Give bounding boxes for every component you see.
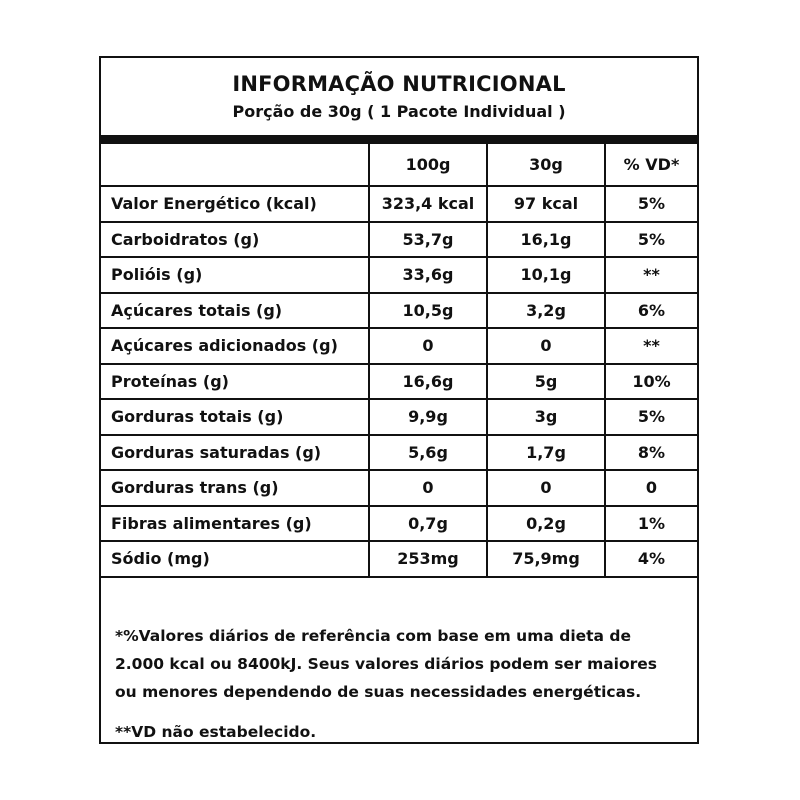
nutrient-value: 16,1g	[486, 220, 606, 258]
nutrient-value: 75,9mg	[486, 540, 606, 578]
table-row: Polióis (g) 33,6g 10,1g **	[101, 256, 697, 294]
nutrient-value: 5,6g	[368, 433, 488, 471]
note-line: *%Valores diários de referência com base…	[115, 627, 632, 645]
vd-not-established-note: **VD não estabelecido.	[115, 723, 317, 741]
nutrient-name: Proteínas (g)	[101, 362, 370, 400]
nutrient-value: 0,2g	[486, 504, 606, 542]
table-row: Carboidratos (g) 53,7g 16,1g 5%	[101, 220, 697, 258]
nutrient-value: 10,1g	[486, 256, 606, 294]
nutrient-name: Gorduras totais (g)	[101, 398, 370, 436]
nutrient-value: 9,9g	[368, 398, 488, 436]
nutrient-value: 97 kcal	[486, 185, 606, 223]
table-row: Proteínas (g) 16,6g 5g 10%	[101, 362, 697, 400]
nutrient-name: Carboidratos (g)	[101, 220, 370, 258]
nutrient-value: 6%	[604, 291, 697, 329]
note-line: ou menores dependendo de suas necessidad…	[115, 683, 642, 701]
nutrient-value: 0	[368, 469, 488, 507]
nutrition-header: INFORMAÇÃO NUTRICIONAL Porção de 30g ( 1…	[101, 58, 697, 136]
nutrient-value: **	[604, 256, 697, 294]
nutrient-value: 0	[604, 469, 697, 507]
nutrient-value: 253mg	[368, 540, 488, 578]
nutrient-value: 16,6g	[368, 362, 488, 400]
serving-size: Porção de 30g ( 1 Pacote Individual )	[232, 102, 566, 121]
nutrient-value: 0	[486, 327, 606, 365]
nutrient-name: Valor Energético (kcal)	[101, 185, 370, 223]
table-row: Gorduras trans (g) 0 0 0	[101, 469, 697, 507]
column-header: 30g	[486, 144, 606, 187]
header-divider	[101, 135, 697, 144]
nutrient-value: 4%	[604, 540, 697, 578]
nutrient-value: 323,4 kcal	[368, 185, 488, 223]
nutrient-value: 5g	[486, 362, 606, 400]
table-header-row: 100g 30g% VD*	[101, 144, 697, 187]
daily-value-note: *%Valores diários de referência com base…	[115, 622, 683, 706]
nutrient-name: Gorduras trans (g)	[101, 469, 370, 507]
nutrient-name: Sódio (mg)	[101, 540, 370, 578]
note-line: 2.000 kcal ou 8400kJ. Seus valores diári…	[115, 655, 658, 673]
column-header	[101, 144, 370, 187]
nutrient-value: 5%	[604, 185, 697, 223]
nutrient-name: Fibras alimentares (g)	[101, 504, 370, 542]
nutrient-value: 1,7g	[486, 433, 606, 471]
nutrient-value: 5%	[604, 398, 697, 436]
nutrition-facts-panel: INFORMAÇÃO NUTRICIONAL Porção de 30g ( 1…	[99, 56, 699, 744]
footnotes: *%Valores diários de referência com base…	[101, 610, 697, 746]
table-row: Sódio (mg) 253mg 75,9mg 4%	[101, 540, 697, 578]
table-row: Valor Energético (kcal) 323,4 kcal 97 kcal…	[101, 185, 697, 223]
nutrient-value: **	[604, 327, 697, 365]
table-row: Gorduras totais (g) 9,9g 3g 5%	[101, 398, 697, 436]
nutrient-value: 5%	[604, 220, 697, 258]
nutrition-title: INFORMAÇÃO NUTRICIONAL	[232, 72, 566, 96]
nutrient-value: 3,2g	[486, 291, 606, 329]
nutrient-value: 10,5g	[368, 291, 488, 329]
table-row: Gorduras saturadas (g) 5,6g 1,7g 8%	[101, 433, 697, 471]
nutrient-value: 0	[486, 469, 606, 507]
nutrient-value: 0	[368, 327, 488, 365]
nutrient-value: 10%	[604, 362, 697, 400]
nutrient-value: 33,6g	[368, 256, 488, 294]
nutrient-name: Açúcares adicionados (g)	[101, 327, 370, 365]
nutrient-value: 3g	[486, 398, 606, 436]
nutrient-name: Polióis (g)	[101, 256, 370, 294]
nutrient-value: 0,7g	[368, 504, 488, 542]
nutrient-name: Gorduras saturadas (g)	[101, 433, 370, 471]
nutrient-value: 53,7g	[368, 220, 488, 258]
table-row: Açúcares adicionados (g) 0 0 **	[101, 327, 697, 365]
table-row: Açúcares totais (g) 10,5g 3,2g 6%	[101, 291, 697, 329]
nutrient-value: 8%	[604, 433, 697, 471]
nutrient-name: Açúcares totais (g)	[101, 291, 370, 329]
nutrient-value: 1%	[604, 504, 697, 542]
nutrition-table: 100g 30g% VD* Valor Energético (kcal) 323,4…	[101, 144, 697, 578]
column-header: % VD*	[604, 144, 697, 187]
table-row: Fibras alimentares (g) 0,7g 0,2g 1%	[101, 504, 697, 542]
column-header: 100g	[368, 144, 488, 187]
